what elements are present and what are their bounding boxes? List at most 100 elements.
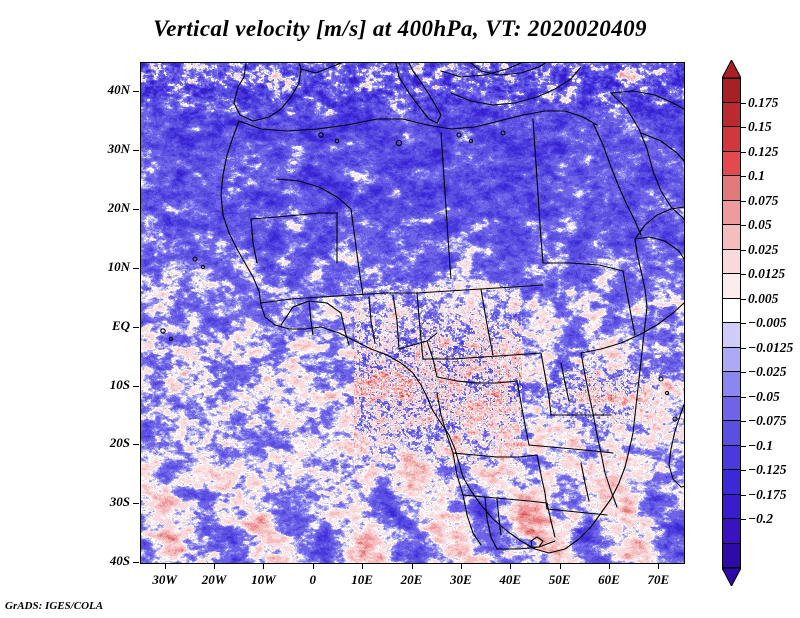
colorbar-tick xyxy=(741,519,746,520)
footer-credit: GrADS: IGES/COLA xyxy=(5,600,104,612)
y-axis-label: 10S xyxy=(109,376,130,392)
y-axis-label: 30N xyxy=(107,141,130,157)
colorbar-label: −0.2 xyxy=(748,511,774,526)
y-tick xyxy=(133,326,139,328)
colorbar-segment xyxy=(722,274,741,299)
x-tick xyxy=(214,563,216,569)
y-tick xyxy=(133,91,139,93)
colorbar-tick xyxy=(741,176,746,177)
colorbar-bottom-arrow xyxy=(722,568,741,586)
colorbar-segment xyxy=(722,396,741,421)
colorbar-tick xyxy=(741,372,746,373)
colorbar-segment xyxy=(722,470,741,495)
y-axis-label: EQ xyxy=(111,317,130,333)
field-canvas xyxy=(141,63,684,563)
colorbar-tick xyxy=(741,102,746,104)
colorbar-segment xyxy=(722,200,741,225)
colorbar-tick xyxy=(741,151,746,153)
page-title: Vertical velocity [m/s] at 400hPa, VT: 2… xyxy=(153,16,647,41)
colorbar-top-arrow xyxy=(722,60,741,78)
x-axis-label: 70E xyxy=(647,572,670,587)
colorbar-tick xyxy=(741,298,746,300)
colorbar-tick xyxy=(741,127,746,128)
colorbar-label: 0.025 xyxy=(748,241,779,257)
colorbar-label: 0.125 xyxy=(748,143,779,159)
colorbar-label: 0.1 xyxy=(748,168,765,183)
y-axis-label: 20S xyxy=(109,435,130,451)
x-axis-label: 30E xyxy=(450,572,472,587)
colorbar-segment xyxy=(722,249,741,274)
colorbar-label: 0.175 xyxy=(748,94,779,110)
y-tick xyxy=(133,150,139,152)
x-tick xyxy=(510,563,512,569)
colorbar-tick xyxy=(741,200,746,202)
colorbar-segment xyxy=(722,323,741,348)
colorbar-segment xyxy=(722,176,741,201)
colorbar-label: 0.005 xyxy=(748,290,779,306)
x-axis-label: 50E xyxy=(548,572,571,587)
colorbar-segment xyxy=(722,445,741,470)
colorbar-segment xyxy=(722,225,741,250)
colorbar-segment xyxy=(722,519,741,544)
x-tick xyxy=(460,563,462,569)
y-tick xyxy=(133,267,139,269)
colorbar-label: −0.1 xyxy=(748,437,774,453)
colorbar-segment xyxy=(722,102,741,127)
y-tick xyxy=(133,444,139,446)
country-borders-overlay xyxy=(160,63,684,554)
colorbar-label: 0.05 xyxy=(748,217,772,232)
x-tick xyxy=(263,563,265,569)
y-axis-label: 20N xyxy=(107,200,130,216)
y-axis-label: 30S xyxy=(109,494,130,510)
vertical-velocity-field xyxy=(141,63,684,563)
y-axis-label: 40N xyxy=(107,82,130,98)
x-axis-label: 60E xyxy=(598,572,620,587)
colorbar-label: 0.075 xyxy=(748,192,779,208)
colorbar-label: −0.175 xyxy=(748,486,787,502)
x-axis-label: 20W xyxy=(201,572,227,587)
colorbar: 0.175 0.15 0.125 0.1 0.075 0.05 0.025 0.0125 0.0… xyxy=(700,60,800,586)
colorbar-label: −0.125 xyxy=(748,462,787,477)
y-tick xyxy=(133,385,139,387)
x-tick xyxy=(164,563,166,569)
x-axis-label: 40E xyxy=(499,572,522,587)
x-axis-label: 0 xyxy=(309,572,317,587)
y-tick xyxy=(133,209,139,211)
colorbar-label: −0.025 xyxy=(748,364,787,379)
x-axis-label: 20E xyxy=(400,572,423,587)
colorbar-tick xyxy=(741,274,746,275)
colorbar-tick xyxy=(741,323,746,324)
map-plot-panel xyxy=(140,62,685,564)
colorbar-tick xyxy=(741,225,746,226)
colorbar-tick xyxy=(741,396,746,398)
x-axis-label: 10E xyxy=(351,572,373,587)
colorbar-segment xyxy=(722,347,741,372)
x-tick xyxy=(658,563,660,569)
colorbar-label: 0.0125 xyxy=(748,266,786,281)
x-axis-label: 10W xyxy=(251,572,276,587)
y-tick xyxy=(133,503,139,505)
colorbar-tick xyxy=(741,249,746,251)
colorbar-tick xyxy=(741,347,746,349)
colorbar-tick xyxy=(741,470,746,471)
colorbar-segment xyxy=(722,494,741,519)
colorbar-label: −0.0125 xyxy=(748,339,794,355)
colorbar-label: 0.15 xyxy=(748,119,772,134)
y-axis-label: 40S xyxy=(109,553,130,568)
colorbar-segment xyxy=(722,372,741,397)
colorbar-segment xyxy=(722,421,741,446)
colorbar-label: −0.05 xyxy=(748,388,780,404)
colorbar-tick xyxy=(741,494,746,496)
colorbar-segment xyxy=(722,78,741,103)
colorbar-tick xyxy=(741,421,746,422)
y-axis-label: 10N xyxy=(107,258,130,274)
colorbar-label: −0.005 xyxy=(748,315,787,330)
colorbar-label: −0.075 xyxy=(748,413,787,428)
x-axis-label: 30W xyxy=(152,572,177,587)
x-tick xyxy=(608,563,610,569)
colorbar-segment xyxy=(722,543,741,568)
colorbar-segment xyxy=(722,298,741,323)
x-tick xyxy=(559,563,561,569)
x-tick xyxy=(411,563,413,569)
colorbar-segment xyxy=(722,151,741,176)
